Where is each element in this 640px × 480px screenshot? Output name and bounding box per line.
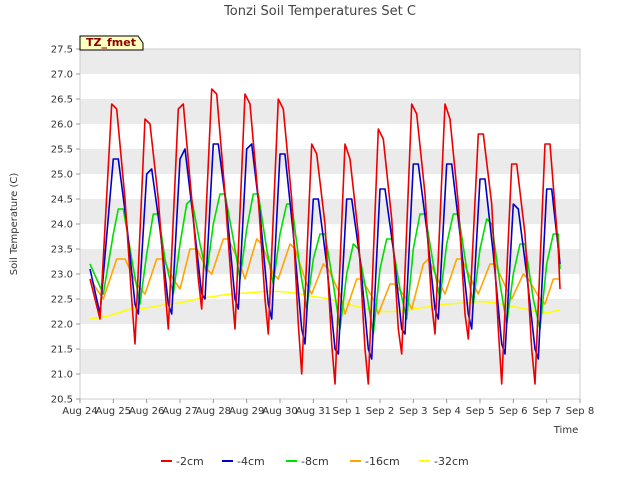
x-tick-label: Aug 27 (162, 406, 197, 417)
y-tick-label: 25.0 (51, 170, 73, 181)
y-axis-label: Soil Temperature (C) (9, 173, 20, 276)
y-tick-label: 23.5 (51, 245, 73, 256)
y-tick-label: 27.0 (51, 70, 73, 81)
y-tick-label: 24.0 (51, 220, 73, 231)
x-tick-label: Aug 25 (96, 406, 131, 417)
x-tick-label: Sep 6 (499, 406, 527, 417)
station-tag-text: TZ_fmet (86, 36, 136, 49)
legend-label: -4cm (237, 455, 265, 468)
series-line-8cm (89, 193, 561, 335)
y-tick-label: 26.5 (51, 95, 73, 106)
series-line-4cm (89, 143, 561, 360)
legend-label: -2cm (176, 455, 204, 468)
y-tick-label: 26.0 (51, 120, 73, 131)
legend-label: -32cm (434, 455, 469, 468)
x-tick-label: Sep 3 (399, 406, 427, 417)
series-lines (89, 88, 561, 385)
grid-band (80, 324, 580, 349)
x-axis-label: Time (553, 425, 578, 436)
grid-band (80, 374, 580, 399)
grid-band (80, 349, 580, 374)
series-line-16cm (89, 238, 560, 315)
legend-label: -16cm (365, 455, 400, 468)
y-tick-label: 21.5 (51, 345, 73, 356)
x-tick-label: Sep 5 (466, 406, 494, 417)
x-tick-label: Aug 29 (229, 406, 264, 417)
grid-band (80, 199, 580, 224)
grid-band (80, 99, 580, 124)
y-tick-label: 25.5 (51, 145, 73, 156)
y-tick-label: 27.5 (51, 45, 73, 56)
grid-band (80, 174, 580, 199)
y-tick-label: 23.0 (51, 270, 73, 281)
grid-band (80, 149, 580, 174)
y-tick-label: 22.0 (51, 320, 73, 331)
x-tick-label: Aug 24 (62, 406, 97, 417)
y-tick-label: 24.5 (51, 195, 73, 206)
y-tick-label: 20.5 (51, 395, 73, 406)
chart-title: Tonzi Soil Temperatures Set C (223, 4, 416, 19)
grid-band (80, 74, 580, 99)
x-tick-label: Aug 28 (196, 406, 231, 417)
x-tick-label: Aug 31 (296, 406, 331, 417)
station-tag: TZ_fmet (79, 35, 144, 51)
x-tick-label: Aug 30 (262, 406, 297, 417)
x-tick-label: Sep 2 (366, 406, 394, 417)
legend-label: -8cm (301, 455, 329, 468)
x-tick-label: Aug 26 (129, 406, 164, 417)
x-tick-label: Sep 4 (432, 406, 460, 417)
grid-band (80, 224, 580, 249)
station-tag-box (79, 35, 144, 51)
legend: -2cm -4cm -8cm -16cm -32cm (161, 455, 469, 468)
x-tick-label: Sep 1 (332, 406, 360, 417)
x-tick-label: Sep 8 (566, 406, 594, 417)
y-tick-label: 22.5 (51, 295, 73, 306)
y-tick-label: 21.0 (51, 370, 73, 381)
grid-band (80, 49, 580, 74)
y-axis-ticks: 20.5 21.0 21.5 22.0 22.5 23.0 23.5 24.0 24.5 25.0… (51, 45, 80, 406)
x-tick-label: Sep 7 (532, 406, 560, 417)
grid-band (80, 124, 580, 149)
series-line-2cm (89, 88, 561, 385)
